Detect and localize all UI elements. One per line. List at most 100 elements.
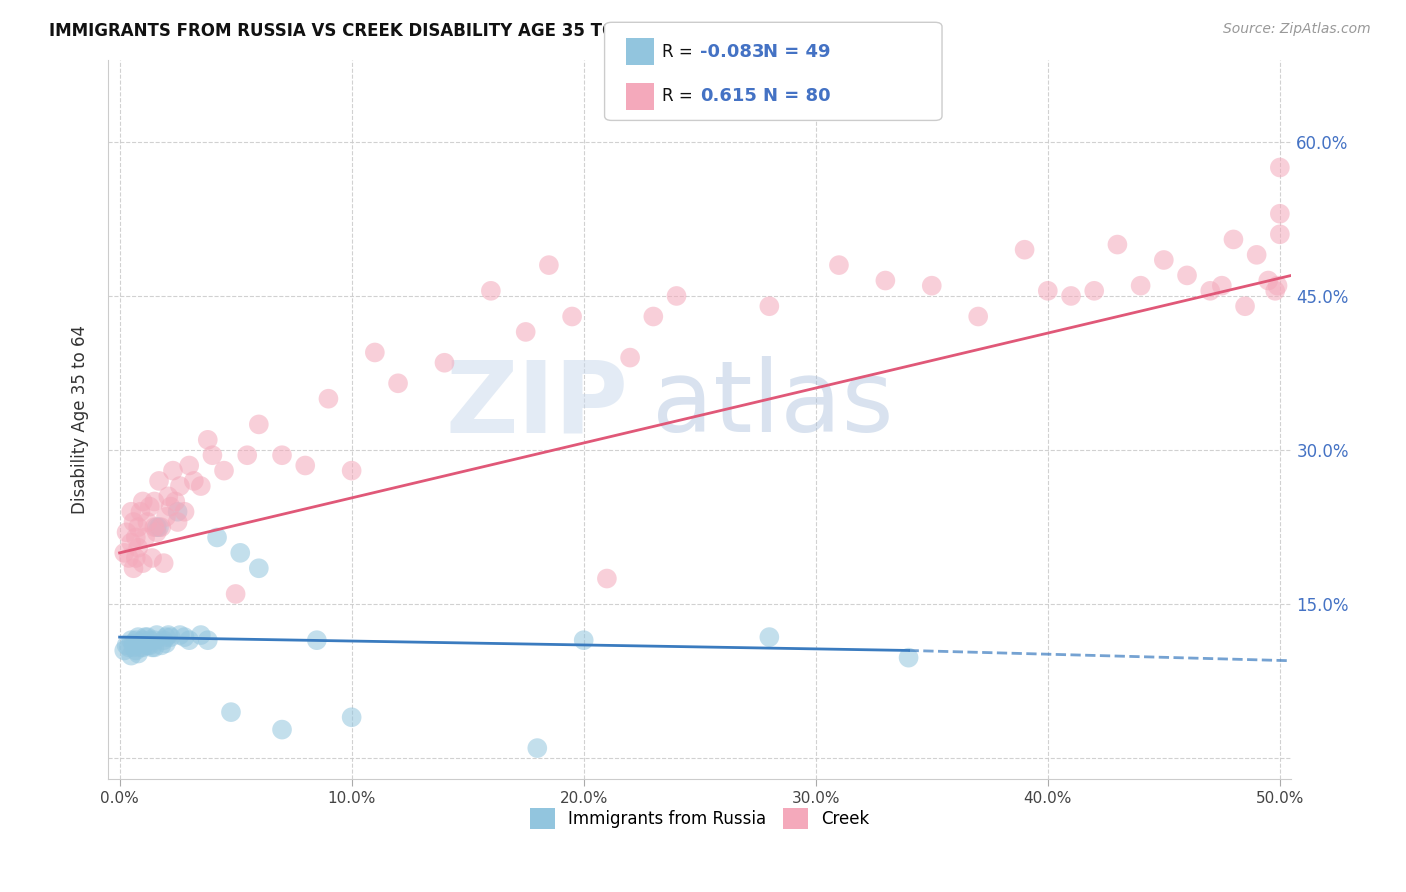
Point	[921, 278, 943, 293]
Point	[125, 551, 148, 566]
Y-axis label: Disability Age 35 to 64: Disability Age 35 to 64	[72, 325, 89, 514]
Point	[112, 643, 135, 657]
Text: N = 80: N = 80	[763, 87, 831, 105]
Point	[828, 258, 851, 272]
Point	[173, 505, 195, 519]
Point	[1036, 284, 1059, 298]
Point	[225, 587, 247, 601]
Point	[758, 630, 780, 644]
Point	[152, 556, 174, 570]
Point	[148, 520, 170, 534]
Point	[136, 630, 159, 644]
Text: Source: ZipAtlas.com: Source: ZipAtlas.com	[1223, 22, 1371, 37]
Point	[183, 474, 205, 488]
Text: R =: R =	[662, 43, 699, 61]
Point	[561, 310, 583, 324]
Point	[1199, 284, 1222, 298]
Point	[155, 509, 177, 524]
Point	[179, 458, 201, 473]
Point	[120, 648, 142, 663]
Point	[173, 630, 195, 644]
Point	[212, 464, 235, 478]
Point	[247, 417, 270, 432]
Point	[271, 448, 294, 462]
Point	[139, 500, 162, 514]
Point	[190, 479, 212, 493]
Point	[1175, 268, 1198, 283]
Point	[643, 310, 665, 324]
Point	[141, 640, 163, 655]
Point	[134, 531, 156, 545]
Point	[1257, 273, 1279, 287]
Point	[122, 636, 145, 650]
Point	[201, 448, 224, 462]
Point	[159, 630, 181, 644]
Point	[247, 561, 270, 575]
Point	[1246, 248, 1268, 262]
Text: N = 49: N = 49	[763, 43, 831, 61]
Point	[875, 273, 897, 287]
Point	[1060, 289, 1083, 303]
Point	[340, 710, 363, 724]
Point	[1268, 227, 1291, 242]
Point	[526, 741, 548, 756]
Point	[479, 284, 502, 298]
Point	[157, 489, 180, 503]
Point	[166, 515, 188, 529]
Point	[157, 628, 180, 642]
Point	[132, 633, 155, 648]
Point	[122, 561, 145, 575]
Point	[143, 520, 166, 534]
Point	[118, 551, 141, 566]
Point	[120, 633, 142, 648]
Point	[155, 630, 177, 644]
Point	[1264, 284, 1286, 298]
Point	[162, 464, 184, 478]
Point	[537, 258, 560, 272]
Point	[515, 325, 537, 339]
Point	[236, 448, 259, 462]
Point	[433, 356, 456, 370]
Point	[145, 628, 167, 642]
Point	[229, 546, 252, 560]
Point	[155, 636, 177, 650]
Point	[190, 628, 212, 642]
Point	[112, 546, 135, 560]
Point	[125, 531, 148, 545]
Point	[197, 633, 219, 648]
Point	[122, 640, 145, 655]
Point	[129, 505, 152, 519]
Point	[127, 520, 149, 534]
Point	[166, 505, 188, 519]
Point	[143, 640, 166, 655]
Point	[1107, 237, 1129, 252]
Point	[197, 433, 219, 447]
Point	[1083, 284, 1105, 298]
Point	[897, 650, 920, 665]
Point	[205, 531, 228, 545]
Text: atlas: atlas	[652, 357, 894, 453]
Point	[387, 376, 409, 391]
Point	[134, 630, 156, 644]
Point	[758, 299, 780, 313]
Point	[127, 647, 149, 661]
Text: IMMIGRANTS FROM RUSSIA VS CREEK DISABILITY AGE 35 TO 64 CORRELATION CHART: IMMIGRANTS FROM RUSSIA VS CREEK DISABILI…	[49, 22, 851, 40]
Point	[1234, 299, 1257, 313]
Point	[1211, 278, 1233, 293]
Point	[120, 505, 142, 519]
Point	[179, 633, 201, 648]
Point	[115, 638, 138, 652]
Point	[219, 705, 242, 719]
Point	[132, 494, 155, 508]
Point	[143, 633, 166, 648]
Point	[129, 640, 152, 655]
Point	[132, 640, 155, 655]
Point	[1268, 207, 1291, 221]
Point	[136, 515, 159, 529]
Point	[148, 474, 170, 488]
Point	[1153, 252, 1175, 267]
Point	[169, 628, 191, 642]
Point	[294, 458, 316, 473]
Point	[596, 572, 619, 586]
Point	[340, 464, 363, 478]
